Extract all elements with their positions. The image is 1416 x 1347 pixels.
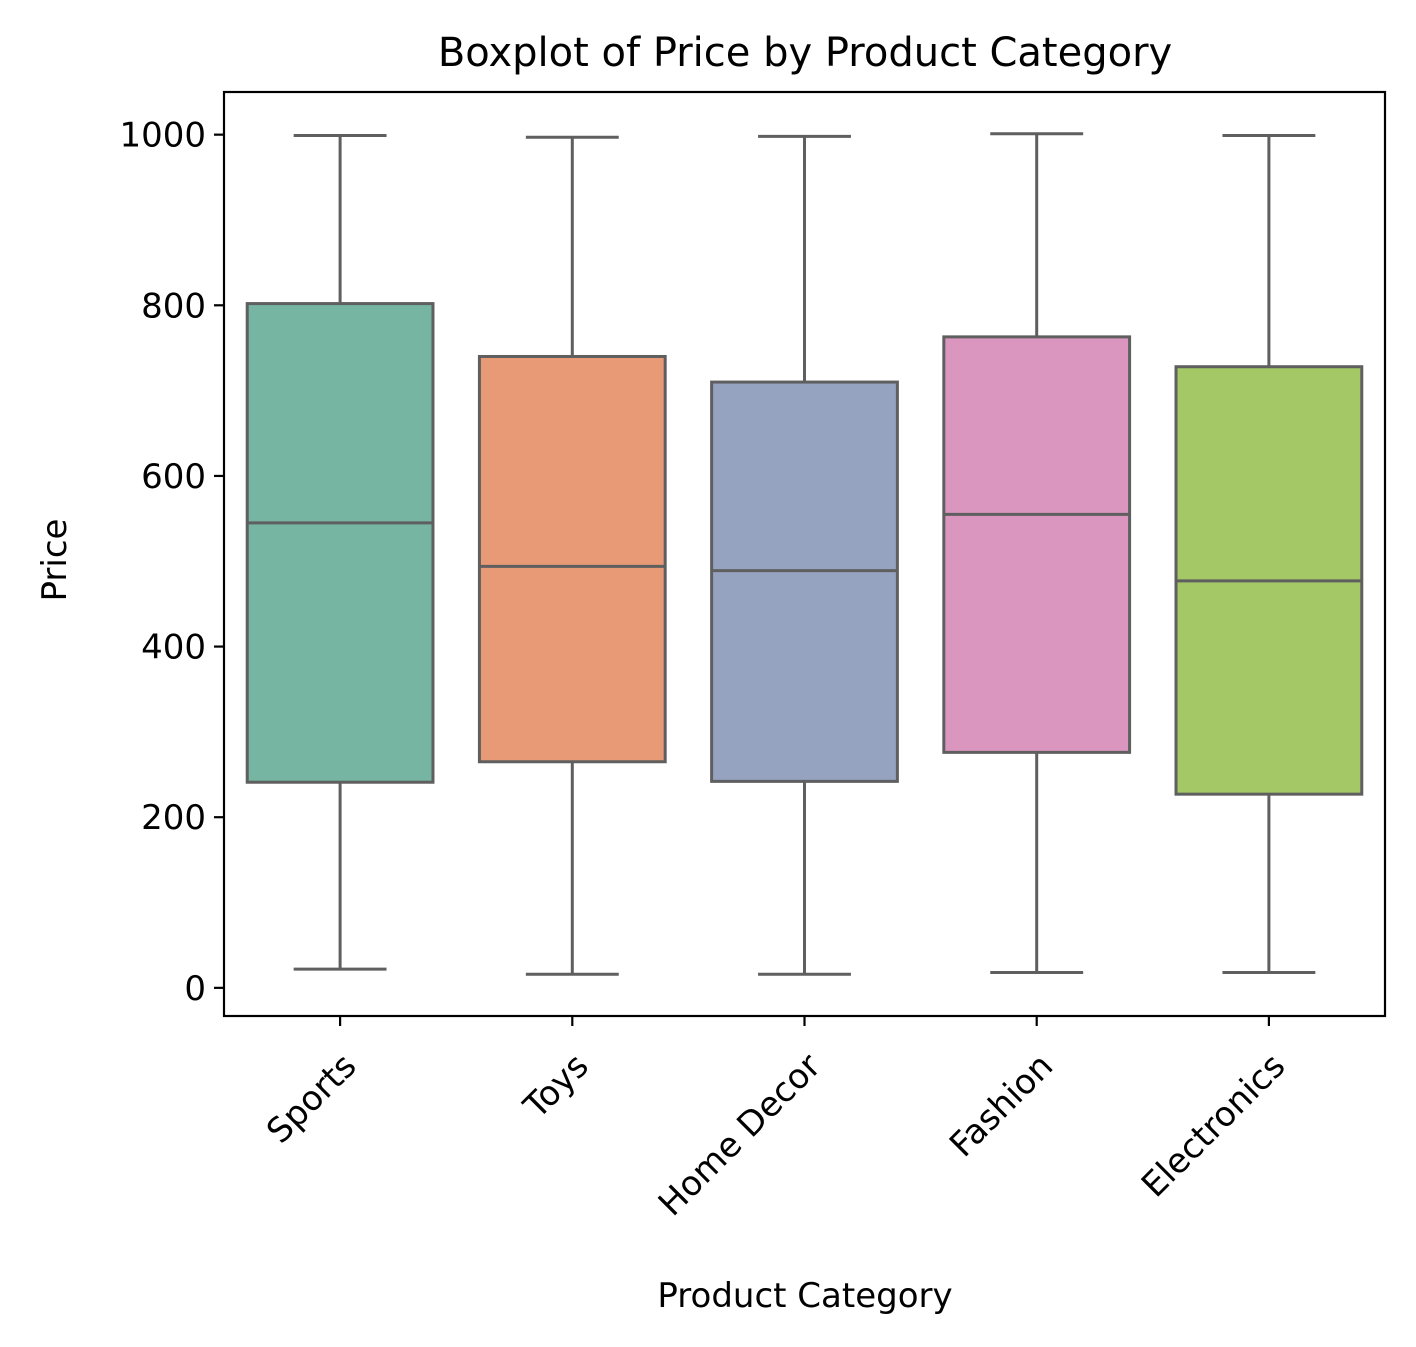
y-tick-label: 600	[141, 457, 206, 497]
x-axis-ticks: Sports Toys Home Decor Fashion Electronics	[259, 1016, 1293, 1224]
boxes-layer	[245, 132, 1364, 976]
box-group-fashion	[942, 132, 1132, 974]
chart-title: Boxplot of Price by Product Category	[438, 30, 1172, 76]
y-tick-label: 800	[141, 286, 206, 326]
box-group-electronics	[1174, 134, 1364, 974]
x-tick-label: Fashion	[942, 1046, 1061, 1165]
y-tick-label: 1000	[119, 116, 206, 156]
y-tick-label: 200	[141, 798, 206, 838]
x-axis-label: Product Category	[657, 1276, 952, 1316]
y-tick-label: 400	[141, 628, 206, 668]
box-toys	[477, 354, 667, 764]
box-group-home-decor	[710, 134, 899, 976]
x-tick-label: Toys	[516, 1046, 597, 1127]
y-axis-label: Price	[35, 519, 75, 602]
box-fashion	[942, 335, 1132, 754]
x-tick-label: Home Decor	[651, 1046, 829, 1224]
y-tick-label: 0	[184, 969, 206, 1009]
box-sports	[245, 302, 435, 784]
y-axis-ticks: 0 200 400 600 800 1000	[119, 116, 224, 1009]
x-tick-label: Sports	[259, 1046, 364, 1151]
box-group-toys	[477, 135, 667, 976]
box-home-decor	[710, 380, 899, 783]
box-group-sports	[245, 134, 435, 971]
x-tick-label: Electronics	[1134, 1046, 1293, 1205]
